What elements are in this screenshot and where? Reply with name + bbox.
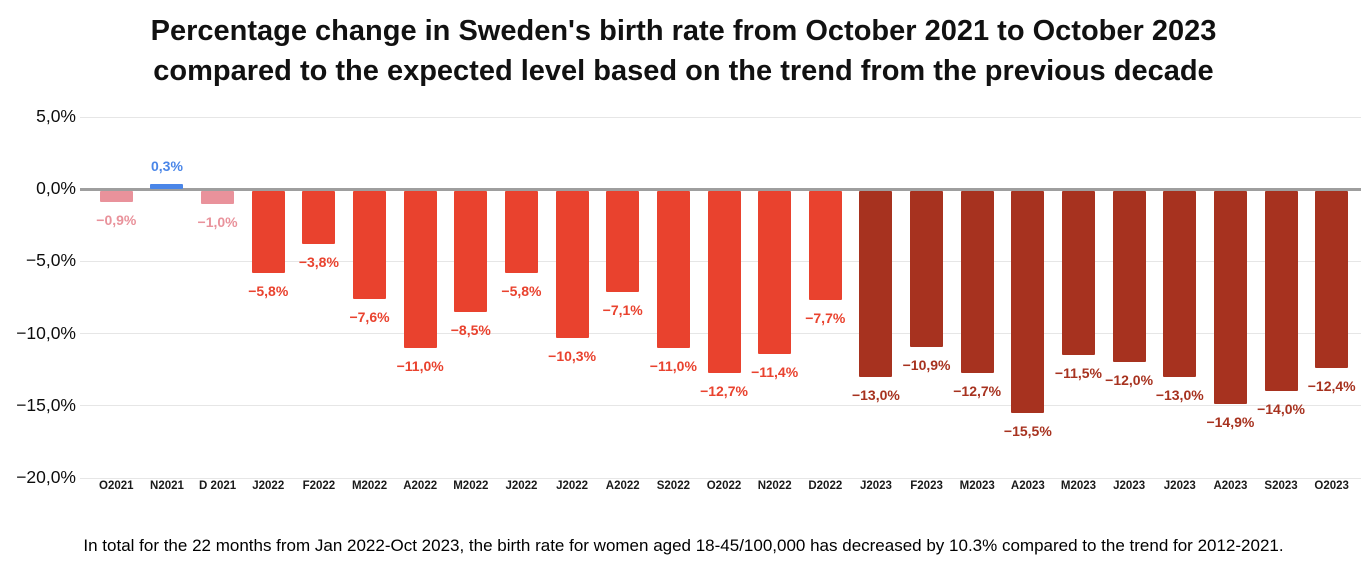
bar-J2023-20 [1112,190,1146,363]
bar-value-label: −12,7% [700,382,748,399]
bar-value-label: −11,5% [1054,365,1103,382]
y-tick-label: 5,0% [36,106,76,126]
x-category-label: J2023 [1113,480,1146,492]
bar-M2023-17 [960,190,994,373]
x-category-label: M2023 [1060,480,1097,492]
x-category-label: J2022 [556,480,589,492]
bar-N2021-1 [150,183,184,190]
bar-M2022-7 [454,190,488,312]
x-category-label: O2023 [1314,480,1349,492]
bar-A2022-6 [403,190,437,349]
bar-O2023-24 [1315,190,1349,369]
x-category-label: J2023 [859,480,892,492]
x-category-label: A2023 [1010,480,1045,492]
x-category-label: J2022 [505,480,538,492]
x-category-label: S2023 [1264,480,1298,492]
bar-value-label: −5,8% [501,282,542,299]
chart-title: Percentage change in Sweden's birth rate… [0,11,1367,91]
x-category-label: A2022 [403,480,438,492]
bar-value-label: −5,8% [248,282,289,299]
bar-value-label: −12,4% [1307,378,1356,395]
bar-A2022-10 [606,190,640,292]
bar-J2023-21 [1163,190,1197,377]
bar-value-label: −14,9% [1206,414,1255,431]
x-category-label: N2022 [757,480,792,492]
y-tick-label: −15,0% [16,394,76,415]
y-tick-label: −5,0% [25,250,76,271]
bar-value-label: −12,7% [953,382,1002,399]
bar-value-label: −11,4% [751,363,799,380]
gridline [80,405,1361,407]
bar-value-label: −13,0% [1155,386,1204,403]
y-tick-label: 0,0% [36,178,76,199]
footnote: In total for the 22 months from Jan 2022… [83,536,1284,555]
bar-value-label: −12,0% [1105,372,1154,389]
bar-value-label: −10,9% [902,356,951,373]
bar-J2023-15 [859,190,893,377]
bar-value-label: −11,0% [396,358,444,375]
bar-S2022-11 [656,190,690,349]
bar-D2021-2 [201,190,235,204]
bar-O2022-12 [707,190,741,373]
bar-D2022-14 [808,190,842,301]
bar-J2022-9 [555,190,589,338]
bar-value-label: −14,0% [1257,401,1305,418]
x-category-label: J2022 [252,480,285,492]
x-category-label: D 2021 [199,480,237,492]
bar-F2023-16 [910,190,944,347]
x-axis-labels: O2021 N2021 D 2021 J2022 F2022 M2022 A2022 M202… [91,480,1357,492]
x-category-label: D2022 [808,480,843,492]
bar-value-label: −7,7% [805,310,846,327]
x-category-label: A2022 [605,480,640,492]
bar-J2022-3 [251,190,285,273]
bar-O2021-0 [99,190,133,203]
bar-value-label: −15,5% [1003,423,1052,440]
bar-value-label: −3,8% [298,254,339,271]
y-tick-label: −20,0% [16,467,76,487]
x-category-label: A2023 [1213,480,1248,492]
x-category-label: S2022 [656,480,690,492]
x-category-label: O2021 [99,480,134,492]
zero-axis-line [80,187,1361,191]
chart-title-line1: Percentage change in Sweden's birth rate… [150,15,1217,47]
x-category-label: F2022 [302,480,336,492]
bar-value-label: 0,3% [150,157,183,174]
bar-J2022-8 [504,190,538,273]
bar-M2023-19 [1061,190,1095,356]
x-category-label: F2023 [910,480,943,492]
bar-A2023-22 [1213,190,1247,405]
gridline [80,116,1361,118]
gridline [80,477,1361,479]
x-category-label: J2023 [1163,480,1196,492]
chart-title-line2: compared to the expected level based on … [153,55,1214,87]
bar-F2022-4 [302,190,336,245]
x-category-label: O2022 [706,480,742,492]
y-tick-label: −10,0% [16,322,76,343]
bar-A2023-18 [1011,190,1045,413]
bar-S2023-23 [1264,190,1298,392]
bar-M2022-5 [353,190,387,299]
bar-value-label: −1,0% [197,213,238,230]
bar-value-label: −10,3% [548,347,597,364]
x-category-label: N2021 [150,480,184,492]
x-category-label: M2022 [453,480,489,492]
plot-area: −0,9% 0,3% −1,0% −5,8% −3,8% −7,6% −11,0% −8,5%… [80,116,1361,479]
x-category-label: M2022 [351,480,388,492]
bar-value-label: −8,5% [450,321,491,338]
bar-value-label: −7,1% [602,301,643,318]
bar-value-label: −7,6% [349,308,390,325]
bar-N2022-13 [758,190,792,354]
bar-value-label: −13,0% [851,386,900,403]
bar-value-label: −0,9% [96,212,137,229]
x-category-label: M2023 [959,480,995,492]
bar-value-label: −11,0% [649,358,697,375]
